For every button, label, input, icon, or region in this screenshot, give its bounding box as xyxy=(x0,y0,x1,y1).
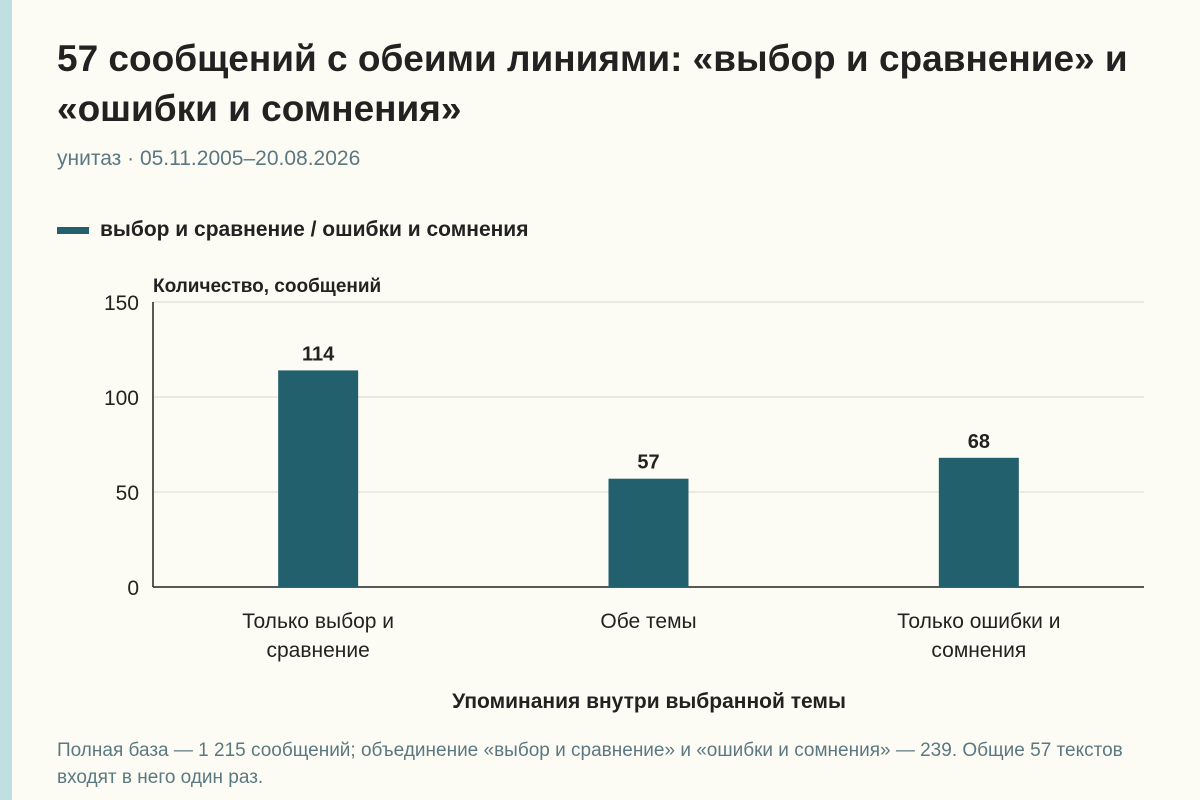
x-axis-labels: Только выбор и сравнение Обе темы Только ош… xyxy=(242,610,1060,662)
y-tick-label: 100 xyxy=(104,387,139,410)
x-category-label: Только выбор и сравнение xyxy=(242,610,394,662)
side-accent-stripe xyxy=(0,0,12,800)
chart-subtitle: унитаз · 05.11.2005–20.08.2026 xyxy=(57,147,361,170)
legend: выбор и сравнение / ошибки и сомнения xyxy=(57,218,528,242)
y-tick-label: 150 xyxy=(104,292,139,315)
y-axis-title: Количество, сообщений xyxy=(153,276,381,297)
x-axis-title: Упоминания внутри выбранной темы xyxy=(452,690,846,713)
bar xyxy=(278,370,359,587)
chart-title: 57 сообщений с обеими линиями: «выбор и … xyxy=(57,38,1128,129)
bar xyxy=(938,457,1019,587)
bars: 114 57 68 xyxy=(278,343,1019,587)
x-category-label: Обе темы xyxy=(600,610,696,633)
y-tick-label: 0 xyxy=(127,577,139,600)
legend-label: выбор и сравнение / ошибки и сомнения xyxy=(100,218,529,241)
x-category-label: Только ошибки и сомнения xyxy=(897,610,1060,662)
y-axis-ticks: 0 50 100 150 xyxy=(104,292,139,600)
bar-value-label: 114 xyxy=(302,343,335,365)
y-tick-label: 50 xyxy=(116,482,139,505)
legend-swatch xyxy=(57,226,89,234)
bar-value-label: 68 xyxy=(968,431,990,453)
footnote: Полная база — 1 215 сообщений; объединен… xyxy=(57,740,1123,788)
bar xyxy=(608,478,689,587)
bar-value-label: 57 xyxy=(637,452,659,474)
